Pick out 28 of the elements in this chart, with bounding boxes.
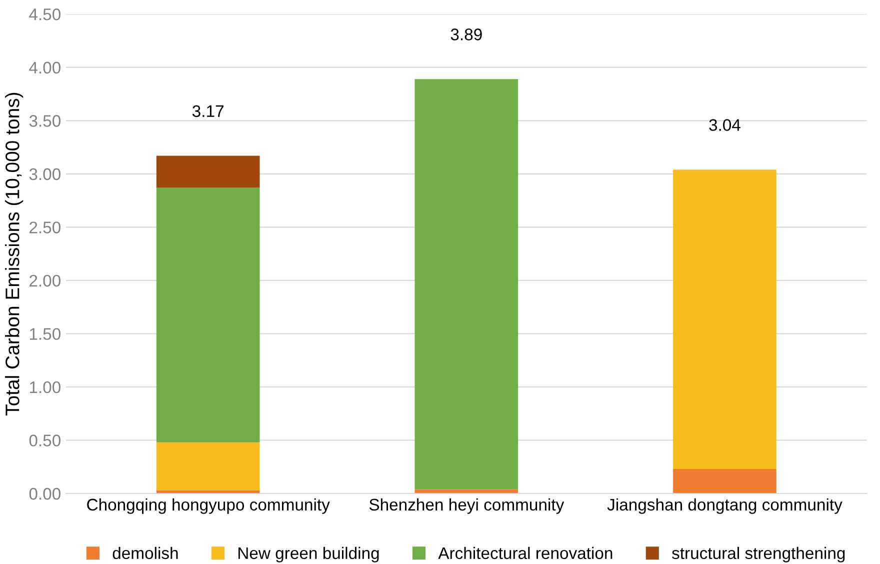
x-tick-label: Jiangshan dongtang community [607, 498, 842, 514]
y-tick-label: 1.00 [30, 381, 60, 394]
x-tick-label: Shenzhen heyi community [369, 498, 564, 514]
total-label: 3.04 [709, 119, 740, 131]
legend-label: demolish [112, 546, 178, 560]
y-axis-title: Total Carbon Emissions (10,000 tons) [5, 92, 24, 416]
bar [156, 188, 260, 442]
y-tick-label: 3.00 [29, 168, 60, 180]
y-tick-label: 0.00 [29, 488, 60, 500]
bar [414, 489, 518, 494]
y-tick-label: 4.00 [29, 62, 60, 74]
bar [156, 156, 260, 188]
y-tick-label: 2.00 [30, 274, 60, 287]
bar [673, 170, 776, 469]
bar [156, 442, 260, 490]
y-tick-label: 4.50 [29, 8, 60, 20]
y-tick-label: 1.50 [30, 328, 60, 340]
total-label: 3.89 [450, 28, 482, 40]
bar [673, 468, 776, 494]
legend-label: Architectural renovation [438, 546, 612, 560]
y-tick-label: 0.50 [29, 434, 60, 446]
total-label: 3.17 [192, 105, 224, 118]
legend-label: structural strengthening [672, 546, 845, 562]
legend-label: New green building [238, 546, 379, 562]
y-tick-label: 3.50 [29, 115, 60, 127]
x-tick-label: Chongqing hongyupo community [87, 498, 330, 514]
y-tick-label: 2.50 [30, 222, 60, 234]
bar [414, 79, 518, 490]
